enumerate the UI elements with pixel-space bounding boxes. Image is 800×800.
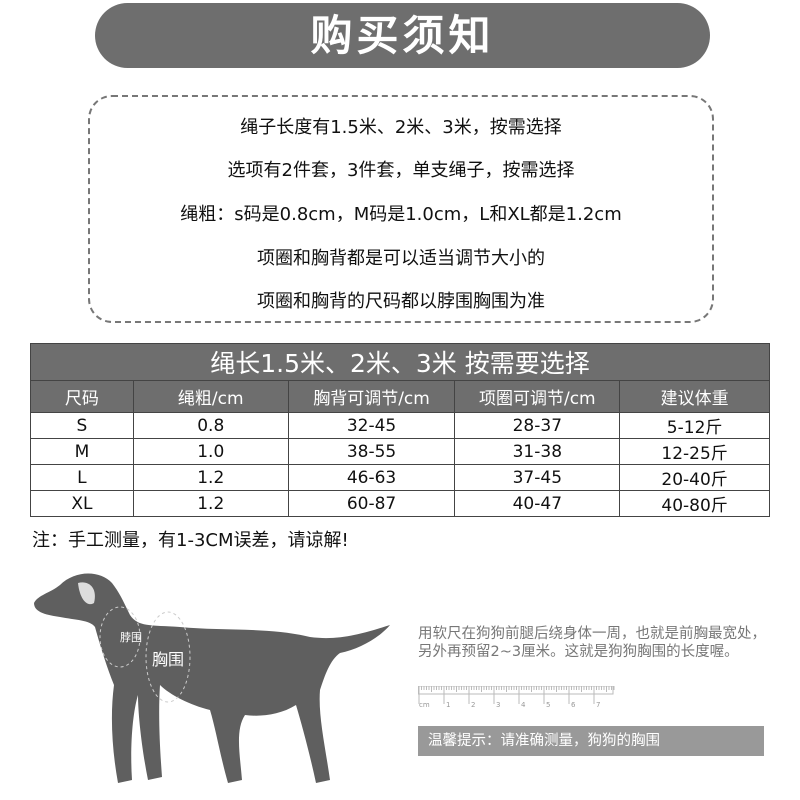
table-row: XL 1.2 60-87 40-47 40-80斤 (30, 490, 770, 517)
measurement-note: 注：手工测量，有1-3CM误差，请谅解! (32, 530, 349, 551)
ruler-tick-label: 6 (571, 701, 576, 709)
table-cell: 1.0 (132, 438, 289, 465)
table-cell: 12-25斤 (619, 438, 770, 465)
table-cell: 31-38 (454, 438, 621, 465)
dog-silhouette (34, 573, 390, 783)
table-cell: 1.2 (132, 490, 289, 517)
dog-ear (78, 582, 95, 605)
notice-line: 绳粗：s码是0.8cm，M码是1.0cm，L和XL都是1.2cm (180, 204, 622, 225)
table-title: 绳长1.5米、2米、3米 按需要选择 (30, 343, 770, 381)
neck-label: 脖围 (120, 631, 142, 644)
ruler-tick-label: 1 (446, 701, 450, 709)
notice-line: 绳子长度有1.5米、2米、3米，按需选择 (240, 117, 562, 138)
table-cell: 28-37 (454, 412, 621, 439)
table-cell: 40-47 (454, 490, 621, 517)
table-cell: 37-45 (454, 464, 621, 491)
table-cell: XL (30, 490, 134, 517)
table-cell: S (30, 412, 134, 439)
table-cell: 60-87 (287, 490, 456, 517)
dog-illustration: 脖围 胸围 (34, 573, 390, 783)
col-header: 建议体重 (619, 380, 770, 413)
tip-banner: 温馨提示：请准确测量，狗狗的胸围 (418, 726, 764, 756)
table-cell: 0.8 (132, 412, 289, 439)
table-cell: 1.2 (132, 464, 289, 491)
ruler-tick-label: 5 (546, 701, 550, 709)
table-row: M 1.0 38-55 31-38 12-25斤 (30, 438, 770, 465)
size-table: 绳长1.5米、2米、3米 按需要选择 尺码 绳粗/cm 胸背可调节/cm 项圈可… (30, 343, 770, 517)
col-header: 项圈可调节/cm (454, 380, 621, 413)
chest-label: 胸围 (152, 650, 184, 669)
table-cell: 38-55 (287, 438, 456, 465)
chest-measure-line (145, 611, 191, 703)
ruler-tick-label: 7 (596, 701, 600, 709)
table-row: S 0.8 32-45 28-37 5-12斤 (30, 412, 770, 439)
table-cell: 32-45 (287, 412, 456, 439)
table-cell: M (30, 438, 134, 465)
table-cell: 46-63 (287, 464, 456, 491)
notice-line: 项圈和胸背都是可以适当调节大小的 (257, 248, 545, 269)
ruler-unit: cm (419, 701, 430, 709)
ruler-tick-label: 3 (496, 701, 500, 709)
ruler-tick-label: 4 (521, 701, 526, 709)
table-row: L 1.2 46-63 37-45 20-40斤 (30, 464, 770, 491)
col-header: 尺码 (30, 380, 134, 413)
neck-measure-line (99, 606, 141, 668)
page-title: 购买须知 (95, 3, 710, 68)
table-cell: 20-40斤 (619, 464, 770, 491)
table-cell: 40-80斤 (619, 490, 770, 517)
col-header: 绳粗/cm (132, 380, 289, 413)
measure-instructions: 用软尺在狗狗前腿后绕身体一周，也就是前胸最宽处，另外再预留2~3厘米。这就是狗狗… (418, 626, 766, 660)
notice-line: 选项有2件套，3件套，单支绳子，按需选择 (227, 160, 575, 181)
table-cell: 5-12斤 (619, 412, 770, 439)
col-header: 胸背可调节/cm (287, 380, 456, 413)
ruler-tick-label: 2 (471, 701, 475, 709)
notice-box: 绳子长度有1.5米、2米、3米，按需选择 选项有2件套，3件套，单支绳子，按需选… (88, 95, 714, 323)
table-cell: L (30, 464, 134, 491)
notice-line: 项圈和胸背的尺码都以脖围胸围为准 (257, 291, 545, 312)
ruler-icon: cm 1 2 3 4 5 6 7 (418, 686, 615, 709)
